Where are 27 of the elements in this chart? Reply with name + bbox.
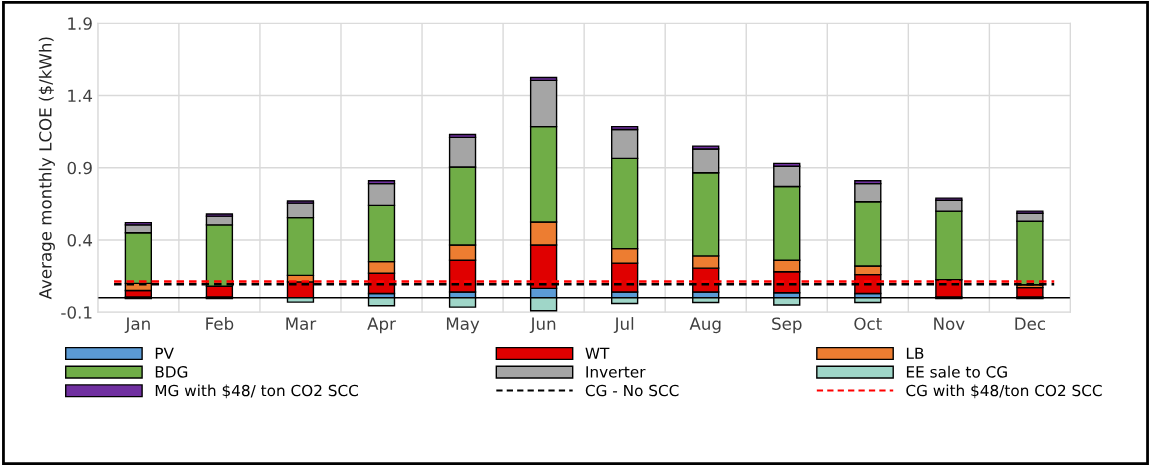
y-axis-title: Average monthly LCOE ($/kWh) bbox=[38, 37, 55, 300]
x-tick-label: Apr bbox=[367, 317, 396, 334]
y-tick-label: 0.4 bbox=[67, 233, 93, 247]
x-tick-label: Jul bbox=[613, 317, 634, 334]
legend-label: LB bbox=[906, 347, 924, 359]
y-tick-label: 0.9 bbox=[67, 161, 92, 175]
legend-label: EE sale to CG bbox=[906, 365, 1007, 378]
x-tick-label: Jun bbox=[529, 317, 556, 334]
y-tick-label: 1.4 bbox=[68, 89, 93, 102]
x-tick-label: Dec bbox=[1015, 317, 1045, 330]
x-tick-label: Oct bbox=[854, 317, 882, 330]
legend-label: MG with $48/ ton CO2 SCC bbox=[155, 384, 358, 399]
x-tick-label: Aug bbox=[689, 317, 721, 334]
x-tick-label: Feb bbox=[206, 317, 234, 330]
legend-label: PV bbox=[155, 347, 174, 359]
legend-label: BDG bbox=[155, 366, 188, 378]
legend-label: WT bbox=[585, 347, 610, 359]
y-tick-label: -0.1 bbox=[61, 306, 92, 319]
legend-label: CG with $48/ton CO2 SCC bbox=[906, 384, 1102, 399]
x-tick-label: Mar bbox=[286, 317, 317, 330]
x-tick-label: Sep bbox=[772, 317, 802, 334]
x-tick-label: Nov bbox=[934, 317, 965, 330]
x-tick-label: Jan bbox=[124, 317, 150, 334]
legend-label: CG - No SCC bbox=[585, 384, 679, 397]
x-tick-label: May bbox=[446, 317, 480, 334]
y-tick-label: 1.9 bbox=[68, 17, 92, 30]
legend-label: Inverter bbox=[586, 366, 646, 378]
